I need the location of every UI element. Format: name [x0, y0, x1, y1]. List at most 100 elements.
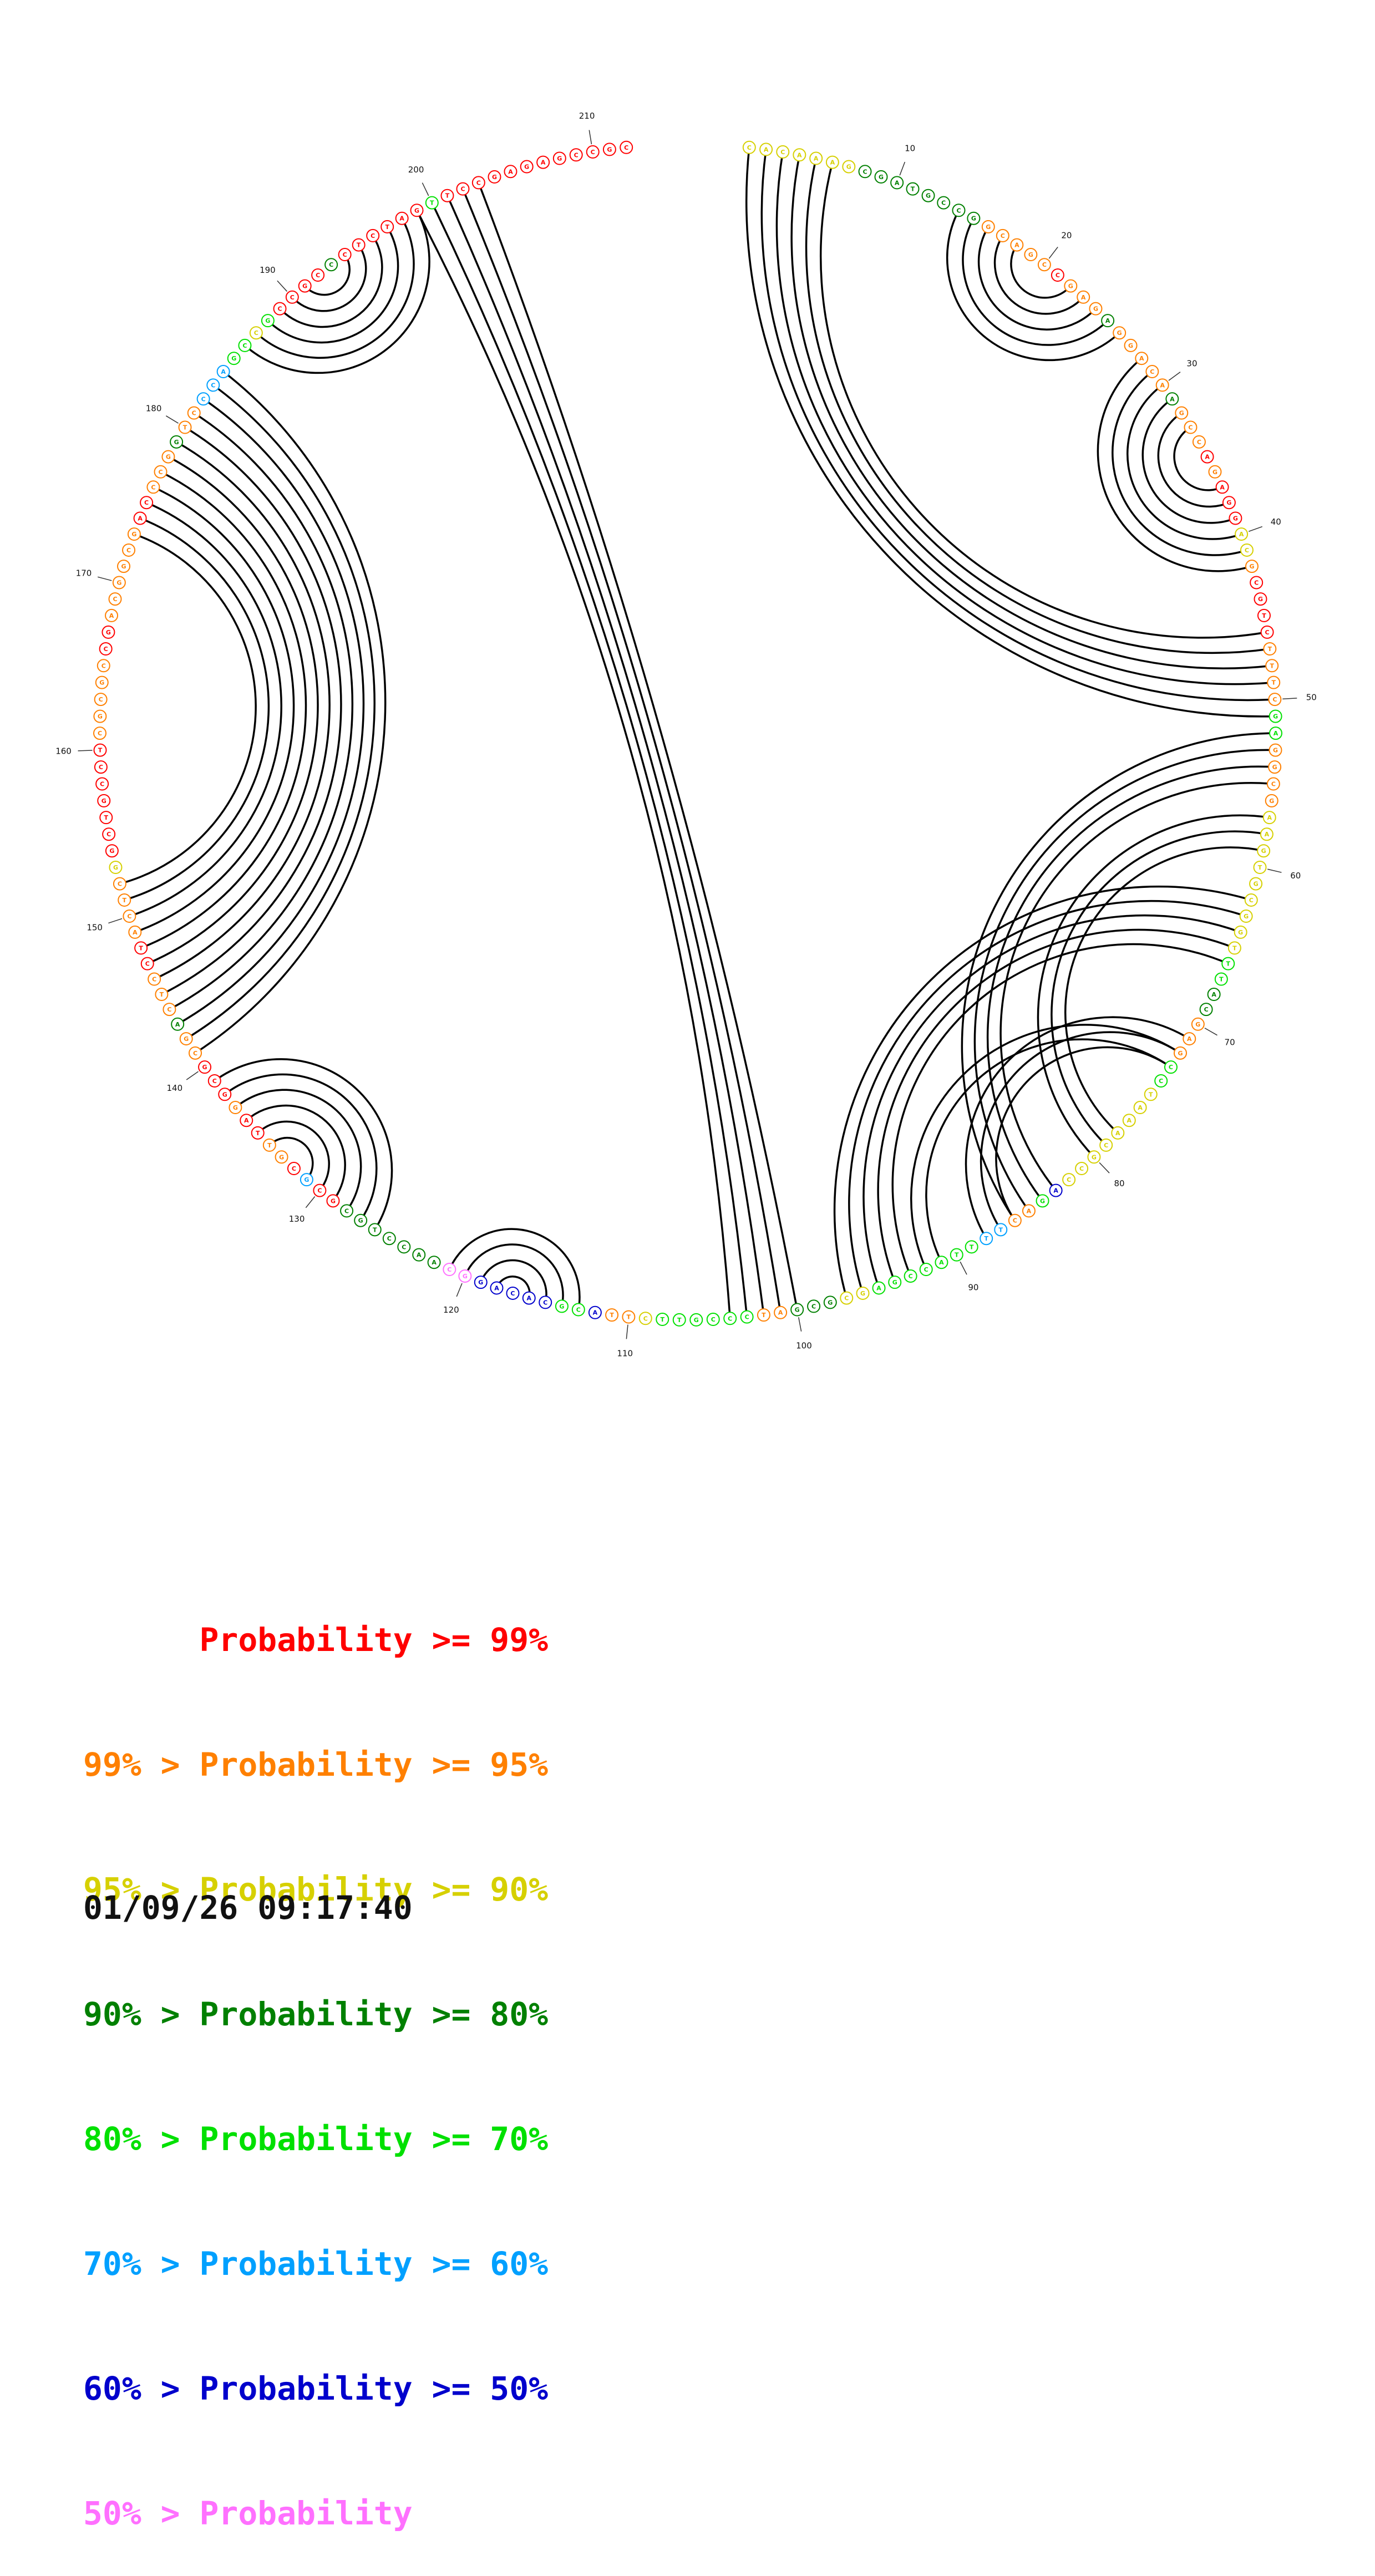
tick-mark [305, 1196, 316, 1208]
nucleotide-circle [1267, 675, 1281, 689]
position-label: 20 [1061, 231, 1072, 241]
nucleotide-circle [742, 140, 756, 154]
nucleotide-letter: T [660, 1316, 664, 1323]
nucleotide-circle [555, 1299, 569, 1313]
legend-row-90: 95% > Probability >= 90% [83, 1871, 549, 1908]
nucleotide-circle [856, 1286, 870, 1300]
nucleotide-circle [170, 435, 184, 449]
nucleotide-circle [196, 392, 210, 406]
nucleotide-circle [842, 160, 856, 174]
nucleotide-letter: G [116, 579, 121, 586]
nucleotide-letter: C [1056, 272, 1060, 279]
nucleotide-circle [1268, 760, 1282, 774]
base-pair-arc [946, 210, 1120, 362]
nucleotide-circle [206, 378, 220, 392]
legend-row-below-50: 50% > Probability [83, 2494, 413, 2532]
nucleotide-letter: C [387, 1235, 392, 1242]
nucleotide-letter: C [1197, 439, 1201, 446]
nucleotide-circle [94, 760, 108, 774]
nucleotide-circle [93, 709, 107, 723]
nucleotide-letter: G [233, 1104, 238, 1111]
base-pair-arc [760, 149, 1275, 702]
nucleotide-letter: A [1160, 382, 1165, 389]
nucleotide-circle [1089, 302, 1103, 316]
base-pair-arc [1097, 357, 1252, 572]
nucleotide-circle [622, 1310, 636, 1324]
nucleotide-letter: C [780, 149, 785, 156]
nucleotide-letter: C [711, 1316, 716, 1323]
nucleotide-circle [1165, 392, 1179, 406]
nucleotide-letter: G [828, 1299, 833, 1306]
nucleotide-letter: A [593, 1309, 598, 1317]
position-label: 110 [617, 1348, 633, 1358]
nucleotide-letter: C [292, 1165, 296, 1172]
nucleotide-letter: A [138, 515, 143, 522]
base-pair-arc [986, 765, 1275, 1202]
nucleotide-letter: C [941, 200, 946, 207]
nucleotide-letter: C [574, 151, 579, 159]
nucleotide-letter: A [417, 1252, 422, 1259]
nucleotide-circle [888, 1276, 902, 1289]
nucleotide-circle [488, 170, 501, 184]
nucleotide-letter: C [728, 1315, 732, 1322]
nucleotide-circle [1184, 420, 1198, 434]
nucleotide-circle [1049, 1183, 1063, 1197]
nucleotide-letter: G [1068, 283, 1073, 290]
nucleotide-circle [261, 314, 275, 328]
nucleotide-letter: A [1127, 1117, 1132, 1124]
nucleotide-letter: C [624, 144, 628, 151]
nucleotide-letter: A [778, 1309, 783, 1317]
nucleotide-letter: C [1271, 781, 1276, 788]
nucleotide-circle [981, 220, 995, 233]
nucleotide-circle [967, 211, 981, 225]
nucleotide-circle [458, 1269, 472, 1283]
tick-mark [1048, 246, 1058, 259]
nucleotide-letter: T [1271, 679, 1276, 687]
nucleotide-circle [1240, 543, 1254, 557]
nucleotide-circle [1037, 258, 1051, 272]
nucleotide-letter: C [476, 179, 481, 186]
nucleotide-circle [536, 155, 550, 169]
nucleotide-circle [757, 1308, 770, 1322]
base-pair-arc [255, 217, 415, 359]
base-pair-arc [862, 914, 1241, 1289]
position-label: 70 [1225, 1038, 1235, 1048]
nucleotide-circle [134, 941, 148, 955]
nucleotide-letter: T [911, 186, 915, 193]
nucleotide-circle [273, 302, 287, 316]
nucleotide-letter: G [98, 713, 103, 720]
nucleotide-circle [128, 925, 142, 939]
nucleotide-circle [1099, 1138, 1113, 1152]
nucleotide-circle [109, 860, 123, 874]
nucleotide-letter: G [926, 192, 931, 200]
tick-mark [1249, 526, 1263, 532]
nucleotide-letter: A [876, 1284, 881, 1292]
nucleotide-circle [161, 450, 175, 464]
nucleotide-circle [440, 189, 454, 202]
tick-mark [626, 1324, 628, 1339]
position-label: 170 [76, 568, 92, 578]
base-pair-arc [147, 456, 319, 965]
nucleotide-letter: A [1239, 531, 1244, 538]
nucleotide-circle [809, 151, 823, 165]
base-pair-arc [224, 1073, 378, 1221]
legend-row-60: 70% > Probability >= 60% [83, 2245, 549, 2283]
nucleotide-circle [380, 220, 394, 233]
base-pair-arc [415, 210, 731, 1319]
base-pair-arc [993, 235, 1084, 315]
nucleotide-circle [980, 1232, 993, 1246]
nucleotide-letter: G [524, 164, 529, 171]
nucleotide-letter: G [1244, 913, 1249, 920]
nucleotide-letter: G [121, 563, 126, 570]
nucleotide-letter: G [113, 864, 118, 871]
nucleotide-letter: G [478, 1279, 483, 1286]
circular-structure-diagram: 10 20 30 40 50 60 70 80 90 100 110 120 130 140 150 160 1… [55, 111, 1317, 1358]
nucleotide-circle [1010, 238, 1024, 252]
nucleotide-letter: C [118, 881, 122, 888]
nucleotide-circle [105, 608, 119, 622]
base-pair-arc [195, 370, 387, 1054]
nucleotide-circle [1022, 1204, 1036, 1218]
nucleotide-circle [249, 326, 263, 340]
nucleotide-letter: A [764, 146, 769, 153]
nucleotide-letter: C [329, 261, 333, 268]
